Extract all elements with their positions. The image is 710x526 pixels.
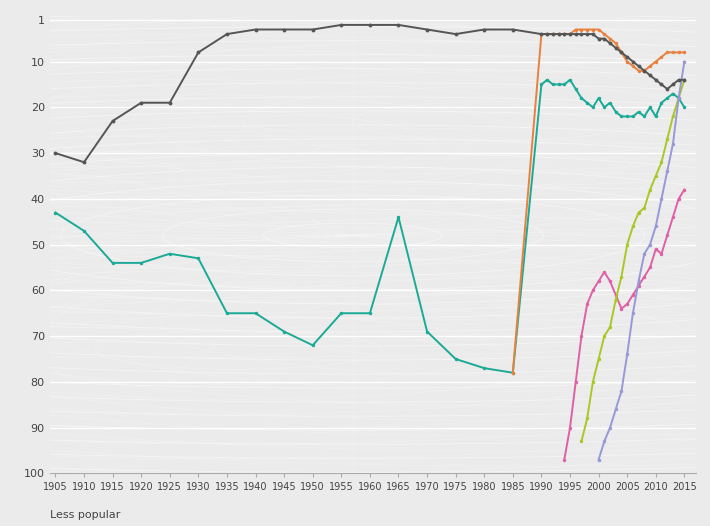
Text: Less popular: Less popular [50, 510, 120, 520]
